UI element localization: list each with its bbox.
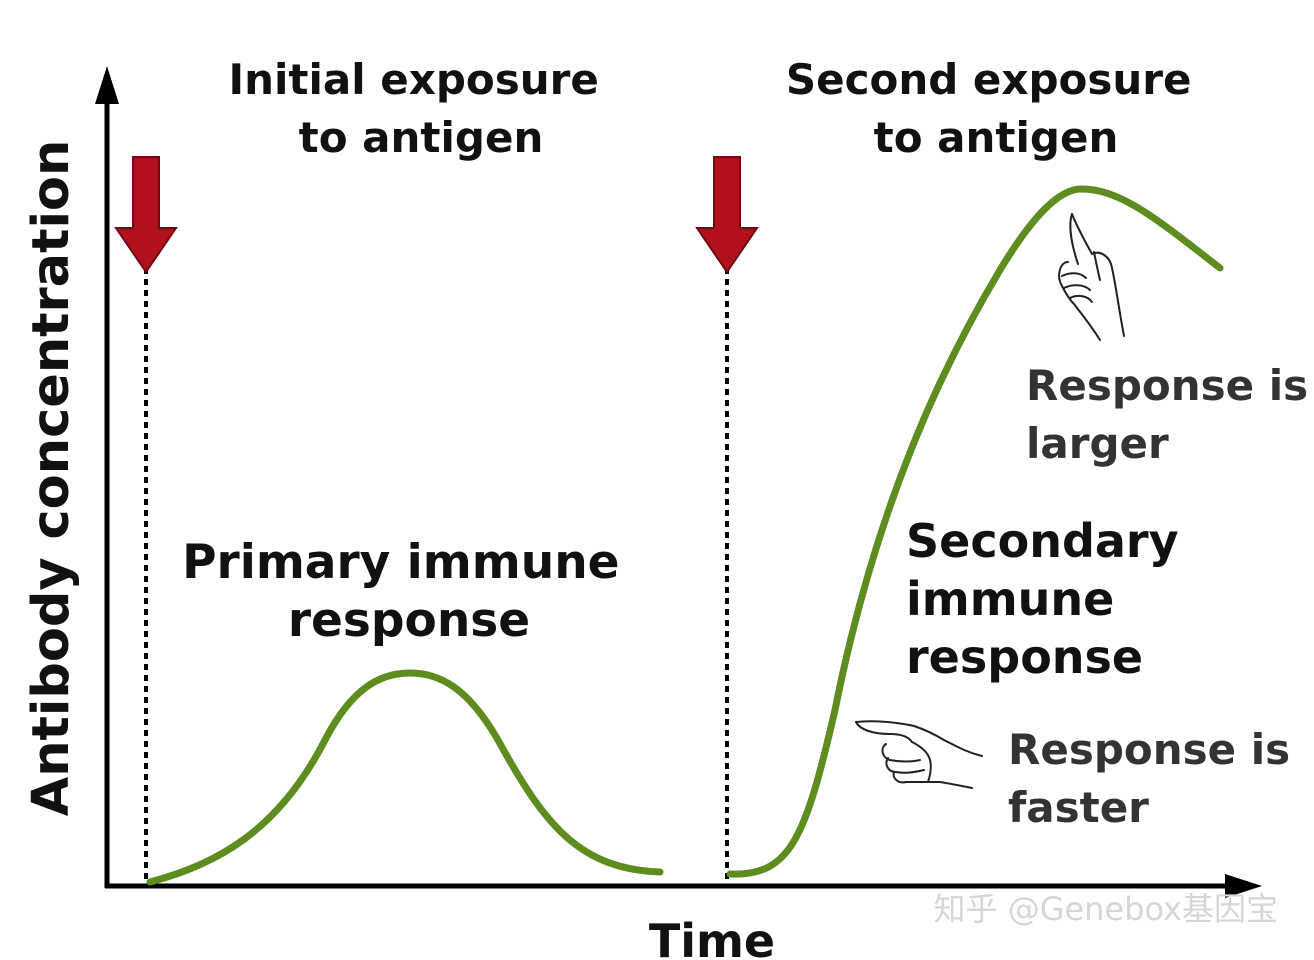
x-axis-arrowhead: [1225, 874, 1262, 898]
primary-response-label-line1: Primary immune: [182, 535, 619, 590]
y-axis-arrowhead: [95, 66, 119, 104]
x-axis-label: Time: [649, 914, 775, 960]
hand-pointing-left-icon: [855, 720, 983, 789]
faster-annotation: Response is faster: [1008, 725, 1305, 832]
faster-annotation-line1: Response is: [1008, 725, 1290, 774]
larger-annotation: Response is larger: [1026, 361, 1314, 468]
second-exposure-title-line2: to antigen: [874, 113, 1119, 162]
primary-response-label-line2: response: [288, 593, 530, 648]
secondary-response-label: Secondary immune response: [906, 514, 1195, 684]
larger-annotation-line1: Response is: [1026, 361, 1308, 410]
watermark-text: 知乎 @Genebox基因宝: [934, 890, 1278, 928]
exposure-marker-second: [695, 156, 759, 886]
down-arrow-icon: [695, 156, 759, 274]
secondary-response-label-line3: response: [906, 630, 1143, 684]
first-exposure-title: Initial exposure to antigen: [229, 55, 614, 162]
down-arrow-icon: [114, 156, 178, 274]
secondary-response-label-line2: immune: [906, 572, 1114, 626]
secondary-response-label-line1: Secondary: [906, 514, 1179, 568]
primary-response-curve: [146, 669, 664, 886]
first-exposure-title-line2: to antigen: [299, 113, 544, 162]
faster-annotation-line2: faster: [1008, 783, 1149, 832]
primary-response-label: Primary immune response: [182, 535, 636, 648]
secondary-response-curve: [726, 185, 1224, 878]
y-axis-label: Antibody concentration: [22, 140, 81, 817]
larger-annotation-line2: larger: [1026, 419, 1169, 468]
second-exposure-title: Second exposure to antigen: [786, 55, 1206, 162]
axes: [95, 66, 1262, 898]
exposure-marker-first: [114, 156, 178, 886]
second-exposure-title-line1: Second exposure: [786, 55, 1192, 104]
first-exposure-title-line1: Initial exposure: [229, 55, 599, 104]
hand-pointing-up-icon: [1058, 213, 1125, 341]
